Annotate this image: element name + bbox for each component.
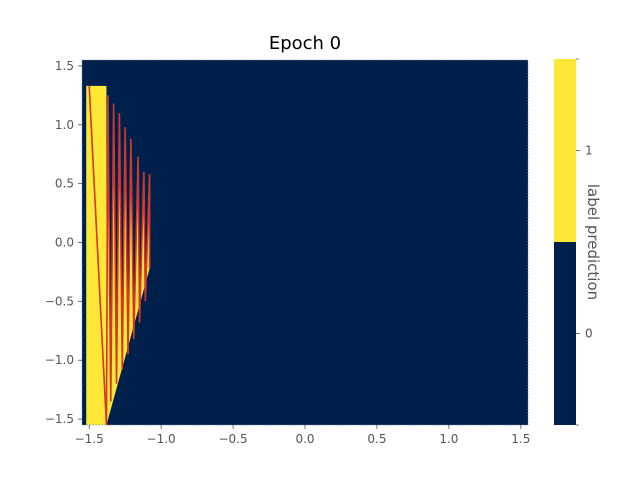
- colorbar-tick-label: 1: [585, 144, 593, 158]
- y-tick-label: 1.5: [55, 59, 74, 73]
- chart-title: Epoch 0: [269, 33, 341, 54]
- x-axis: −1.5 −1.0 −0.5 0.0 0.5 1.0 1.5: [75, 425, 531, 446]
- colorbar-tick-label: 0: [585, 327, 593, 341]
- colorbar-segment-1: [554, 59, 576, 242]
- x-tick-label: 0.0: [295, 432, 314, 446]
- colorbar-segment-0: [554, 242, 576, 425]
- y-axis: −1.5 −1.0 −0.5 0.0 0.5 1.0 1.5: [45, 59, 82, 426]
- y-tick-label: 0.5: [55, 177, 74, 191]
- x-tick-label: 1.5: [511, 432, 530, 446]
- x-tick-label: −1.5: [75, 432, 104, 446]
- plot-area: [82, 60, 528, 425]
- region-label-0: [108, 60, 524, 425]
- x-tick-label: 0.5: [367, 432, 386, 446]
- y-tick-label: 1.0: [55, 118, 74, 132]
- colorbar-label: label prediction: [584, 184, 602, 300]
- y-tick-label: −1.5: [45, 412, 74, 426]
- y-tick-label: −1.0: [45, 353, 74, 367]
- colorbar: 1 0 label prediction: [554, 59, 602, 425]
- x-tick-label: −0.5: [218, 432, 247, 446]
- x-tick-label: −1.0: [147, 432, 176, 446]
- y-tick-label: −0.5: [45, 294, 74, 308]
- y-tick-label: 0.0: [55, 236, 74, 250]
- x-tick-label: 1.0: [439, 432, 458, 446]
